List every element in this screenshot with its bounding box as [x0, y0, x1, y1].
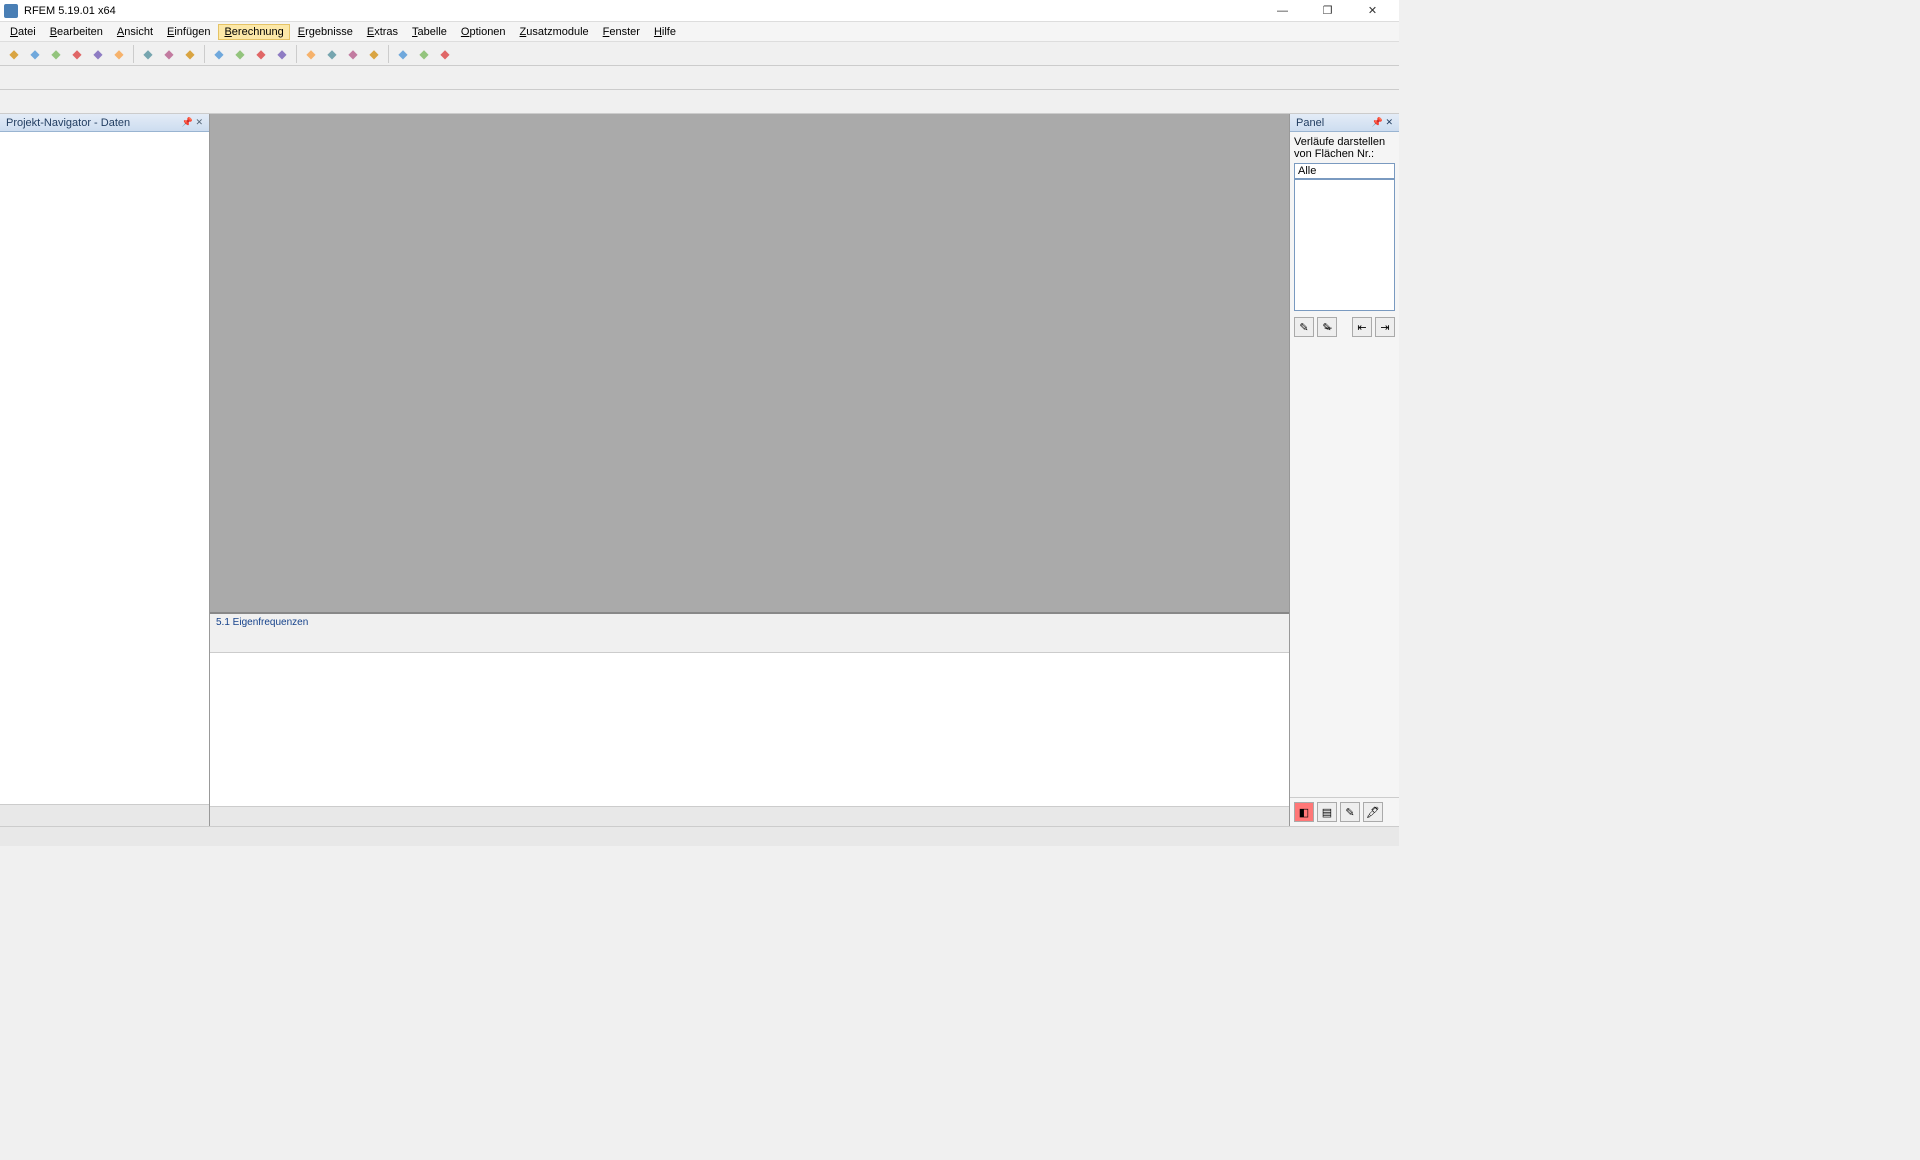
toolbar-button[interactable]: ◆ [343, 44, 363, 64]
toolbar-button[interactable]: ◆ [251, 44, 271, 64]
menubar: DateiBearbeitenAnsichtEinfügenBerechnung… [0, 22, 1399, 42]
panel-filter-input[interactable] [1294, 163, 1395, 179]
toolbar-button[interactable]: ◆ [109, 44, 129, 64]
panel-tool-3[interactable]: ⇤ [1352, 317, 1372, 337]
menu-einfügen[interactable]: Einfügen [161, 24, 216, 40]
menu-fenster[interactable]: Fenster [597, 24, 646, 40]
navigator-tabs [0, 804, 209, 826]
menu-ergebnisse[interactable]: Ergebnisse [292, 24, 359, 40]
toolbar-button[interactable]: ◆ [88, 44, 108, 64]
menu-zusatzmodule[interactable]: Zusatzmodule [514, 24, 595, 40]
toolbar-button[interactable]: ◆ [180, 44, 200, 64]
toolbar-button[interactable]: ◆ [4, 44, 24, 64]
menu-ansicht[interactable]: Ansicht [111, 24, 159, 40]
panel-tool-1[interactable]: ✎ [1294, 317, 1314, 337]
toolbar-button[interactable]: ◆ [230, 44, 250, 64]
maximize-button[interactable]: ❐ [1305, 0, 1350, 22]
table-bottom-tabs [210, 806, 1289, 826]
toolbar-button[interactable]: ◆ [46, 44, 66, 64]
menu-optionen[interactable]: Optionen [455, 24, 512, 40]
toolbar-1: ◆◆◆◆◆◆◆◆◆◆◆◆◆◆◆◆◆◆◆◆ [0, 42, 1399, 66]
panel-tool-4[interactable]: ⇥ [1375, 317, 1395, 337]
table-title: 5.1 Eigenfrequenzen [210, 614, 1289, 631]
toolbar-button[interactable]: ◆ [301, 44, 321, 64]
app-title: RFEM 5.19.01 x64 [24, 5, 116, 17]
table-panel: 5.1 Eigenfrequenzen [210, 612, 1289, 826]
toolbar-button[interactable]: ◆ [67, 44, 87, 64]
toolbar-button[interactable]: ◆ [25, 44, 45, 64]
titlebar: RFEM 5.19.01 x64 — ❐ ✕ [0, 0, 1399, 22]
app-icon [4, 4, 18, 18]
toolbar-3 [0, 90, 1399, 114]
toolbar-button[interactable]: ◆ [159, 44, 179, 64]
navigator-pin-icon[interactable]: 📌 ✕ [182, 117, 203, 128]
toolbar-button[interactable]: ◆ [414, 44, 434, 64]
menu-datei[interactable]: Datei [4, 24, 42, 40]
panel-tool-2[interactable]: ✎̶ [1317, 317, 1337, 337]
panel-bottom-3[interactable]: ✎ [1340, 802, 1360, 822]
toolbar-button[interactable]: ◆ [364, 44, 384, 64]
menu-extras[interactable]: Extras [361, 24, 404, 40]
toolbar-button[interactable]: ◆ [435, 44, 455, 64]
navigator-title: Projekt-Navigator - Daten 📌 ✕ [0, 114, 209, 132]
menu-bearbeiten[interactable]: Bearbeiten [44, 24, 109, 40]
menu-berechnung[interactable]: Berechnung [218, 24, 289, 40]
toolbar-button[interactable]: ◆ [393, 44, 413, 64]
close-button[interactable]: ✕ [1350, 0, 1395, 22]
menu-tabelle[interactable]: Tabelle [406, 24, 453, 40]
minimize-button[interactable]: — [1260, 0, 1305, 22]
menu-hilfe[interactable]: Hilfe [648, 24, 682, 40]
panel-close-icon[interactable]: 📌 ✕ [1372, 117, 1393, 128]
navigator-tree[interactable] [0, 132, 209, 804]
table-toolbar [210, 631, 1289, 653]
panel-caption: Verläufe darstellen von Flächen Nr.: [1294, 136, 1395, 160]
panel-bottom-4[interactable]: 🖋 [1363, 802, 1383, 822]
panel-listbox[interactable] [1294, 179, 1395, 311]
side-panel: Panel 📌 ✕ Verläufe darstellen von Flächen… [1289, 114, 1399, 826]
panel-bottom-1[interactable]: ◧ [1294, 802, 1314, 822]
statusbar [0, 826, 1399, 846]
toolbar-button[interactable]: ◆ [272, 44, 292, 64]
project-navigator: Projekt-Navigator - Daten 📌 ✕ [0, 114, 210, 826]
panel-title: Panel [1296, 117, 1324, 129]
toolbar-button[interactable]: ◆ [322, 44, 342, 64]
toolbar-button[interactable]: ◆ [138, 44, 158, 64]
toolbar-button[interactable]: ◆ [209, 44, 229, 64]
panel-bottom-2[interactable]: ▤ [1317, 802, 1337, 822]
toolbar-2 [0, 66, 1399, 90]
